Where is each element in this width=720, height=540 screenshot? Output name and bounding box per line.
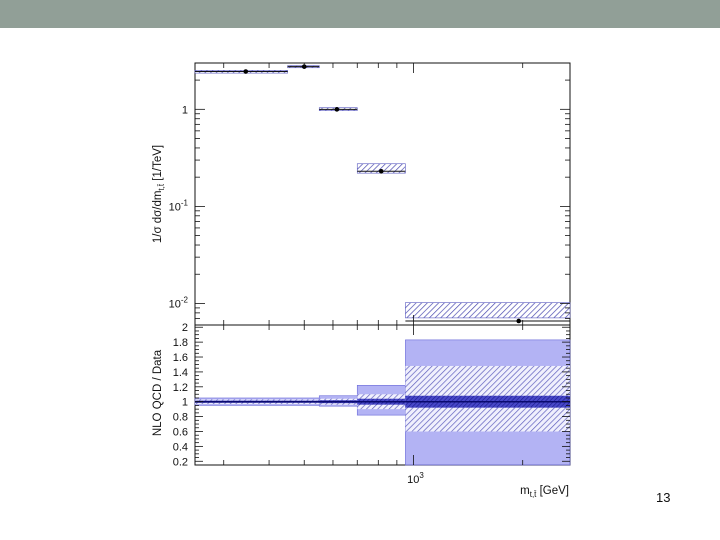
bottom-y-tick-label-5: 1.2 — [173, 382, 188, 394]
top-data-points — [195, 64, 570, 324]
band-bin-4 — [405, 302, 571, 319]
data-point-0 — [243, 69, 249, 74]
slide-number: 13 — [656, 490, 671, 505]
bottom-y-tick-label-3: 0.8 — [173, 412, 188, 424]
bottom-y-tick-label-8: 1.8 — [173, 337, 188, 349]
top-panel-frame — [194, 62, 571, 326]
top-y-tick-label-0: 1 — [182, 104, 188, 116]
data-point-4 — [516, 318, 522, 324]
bottom-y-tick-label-1: 0.4 — [173, 441, 188, 453]
ratio-bands — [194, 339, 571, 466]
axis-ticks — [195, 62, 570, 465]
top-y-axis-title: 1/σ dσ/dmt,t̄ [1/TeV] — [152, 145, 166, 243]
data-point-2 — [334, 107, 340, 112]
header-bar — [0, 0, 720, 28]
top-y-tick-label-2: 10-2 — [169, 295, 189, 310]
bottom-y-axis-title: NLO QCD / Data — [152, 349, 164, 436]
bottom-y-tick-label-2: 0.6 — [173, 426, 188, 438]
axis-tick-labels: 1 10-1 10-2 0.2 0.4 0.6 0.8 1 1.2 1.4 1.6 1.8 2 103 — [169, 104, 425, 486]
top-y-tick-label-1: 10-1 — [169, 198, 189, 213]
bottom-y-tick-label-9: 2 — [182, 322, 188, 334]
bottom-y-tick-label-4: 1 — [182, 397, 188, 409]
x-tick-label-0: 103 — [407, 471, 424, 486]
x-axis-title: mt,t̄ [GeV] — [520, 485, 569, 499]
bottom-y-tick-label-7: 1.6 — [173, 352, 188, 364]
top-uncertainty-bands — [194, 65, 571, 319]
data-point-3 — [378, 168, 384, 174]
bottom-y-tick-label-6: 1.4 — [173, 367, 188, 379]
bottom-y-tick-label-0: 0.2 — [173, 456, 188, 468]
